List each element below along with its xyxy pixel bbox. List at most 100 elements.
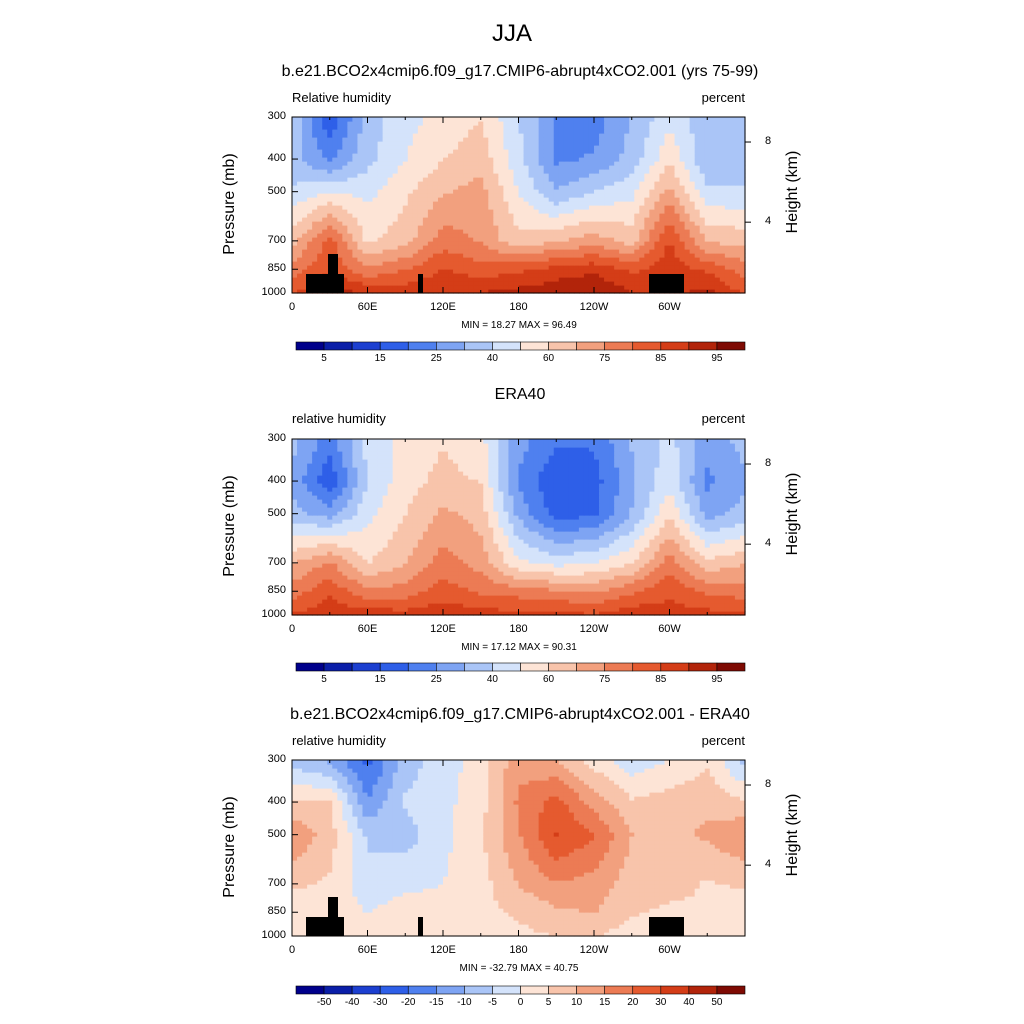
field-cell [578,153,585,158]
field-cell [609,579,615,584]
field-cell [412,277,419,282]
field-cell [543,193,550,198]
field-cell [624,281,630,286]
field-cell [387,237,394,242]
field-cell [498,185,504,190]
field-cell [468,181,474,186]
field-cell [427,129,434,134]
field-cell [684,595,691,600]
field-cell [332,245,338,250]
field-cell [609,169,615,174]
field-cell [609,121,615,126]
field-cell [624,121,630,126]
field-cell [588,149,595,154]
field-cell [609,583,615,588]
field-cell [664,161,671,166]
field-cell [362,285,369,290]
field-cell [417,269,424,274]
field-cell [684,261,691,266]
field-cell [558,149,565,154]
field-cell [629,125,635,130]
field-cell [594,217,600,222]
field-cell [659,117,666,122]
field-cell [498,237,504,242]
field-cell [624,149,630,154]
field-cell [739,229,746,234]
field-cell [342,137,348,142]
field-cell [543,189,550,194]
field-cell [422,599,429,604]
field-cell [734,249,741,254]
field-cell [427,571,434,576]
field-cell [448,125,454,130]
field-cell [588,245,595,250]
field-cell [448,233,454,238]
field-cell [558,277,565,282]
field-cell [739,245,746,250]
field-cell [392,149,399,154]
field-cell [412,241,419,246]
topography-mask [649,274,684,293]
field-cell [402,277,409,282]
field-cell [719,277,726,282]
field-cell [312,169,318,174]
field-cell [639,603,645,608]
field-cell [684,289,691,294]
field-cell [432,591,439,596]
field-cell [604,257,610,262]
field-cell [448,591,454,596]
field-cell [443,233,449,238]
field-cell [609,289,615,294]
field-cell [674,213,681,218]
field-cell [563,249,570,254]
field-cell [594,205,600,210]
field-cell [624,591,630,596]
field-cell [644,137,650,142]
field-cell [654,257,661,262]
field-cell [422,579,429,584]
field-cell [488,157,494,162]
field-cell [443,579,449,584]
field-cell [689,189,696,194]
field-cell [583,607,590,612]
colorbar-swatch [548,341,577,351]
field-cell [372,253,379,258]
field-cell [337,575,343,580]
field-cell [538,583,545,588]
field-cell [508,173,515,178]
field-cell [548,607,555,612]
field-cell [362,217,369,222]
field-cell [528,217,535,222]
field-cell [422,149,429,154]
field-cell [347,169,353,174]
field-cell [644,225,650,230]
field-cell [498,575,504,580]
field-cell [372,237,379,242]
field-cell [448,595,454,600]
field-cell [493,277,499,282]
field-cell [543,149,550,154]
field-cell [629,233,635,238]
field-cell [684,591,691,596]
field-cell [317,217,323,222]
field-cell [684,117,691,122]
field-cell [724,579,731,584]
field-cell [422,177,429,182]
field-cell [402,153,409,158]
field-cell [639,269,645,274]
field-cell [644,125,650,130]
field-cell [634,117,640,122]
field-cell [493,599,499,604]
field-cell [583,249,590,254]
field-cell [734,261,741,266]
field-cell [488,257,494,262]
field-cell [407,197,414,202]
field-cell [458,193,464,198]
field-cell [387,575,394,580]
field-cell [533,253,540,258]
field-cell [402,281,409,286]
field-cell [724,153,731,158]
field-cell [609,611,615,616]
field-cell [322,205,328,210]
field-cell [483,245,489,250]
